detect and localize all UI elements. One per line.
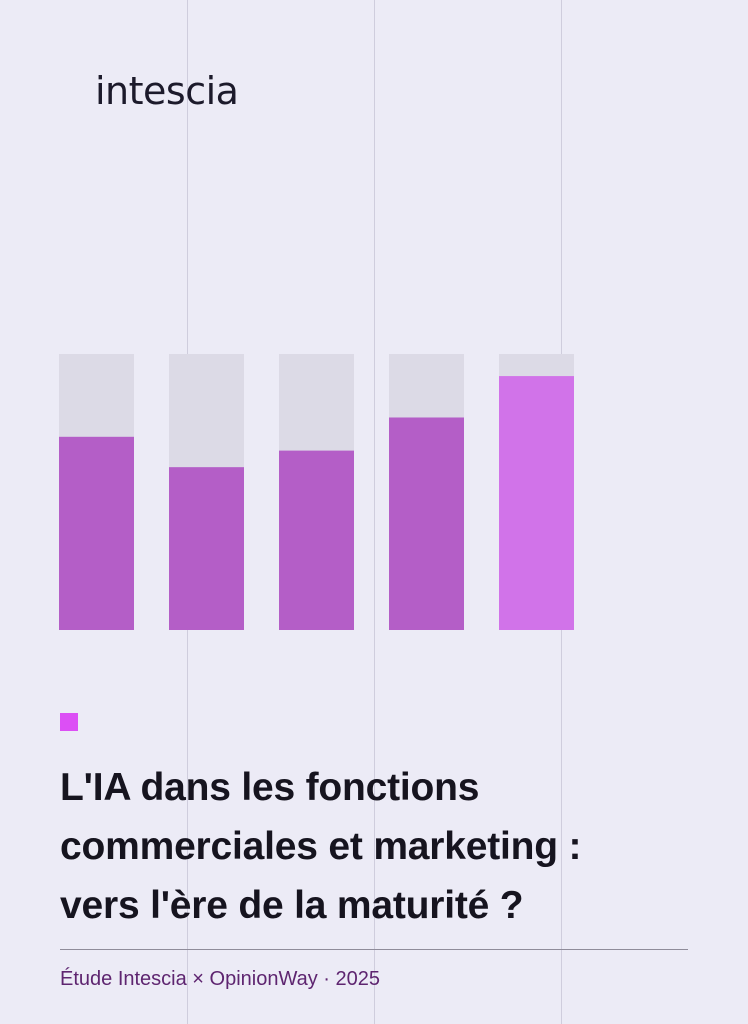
bar xyxy=(389,417,464,630)
accent-square xyxy=(60,713,78,731)
title-line: vers l'ère de la maturité ? xyxy=(60,884,524,927)
page-title: L'IA dans les fonctions commerciales et … xyxy=(60,758,720,935)
study-credit: Étude Intescia × OpinionWay · 2025 xyxy=(60,968,380,990)
intescia-logo: intescia xyxy=(95,69,239,113)
title-line: commerciales et marketing : xyxy=(60,825,582,868)
title-line: L'IA dans les fonctions xyxy=(60,766,480,809)
bar xyxy=(499,376,574,630)
bar xyxy=(279,450,354,630)
divider xyxy=(60,949,688,950)
background-guide-line xyxy=(374,0,375,1024)
bar xyxy=(59,436,134,630)
bar xyxy=(169,467,244,630)
